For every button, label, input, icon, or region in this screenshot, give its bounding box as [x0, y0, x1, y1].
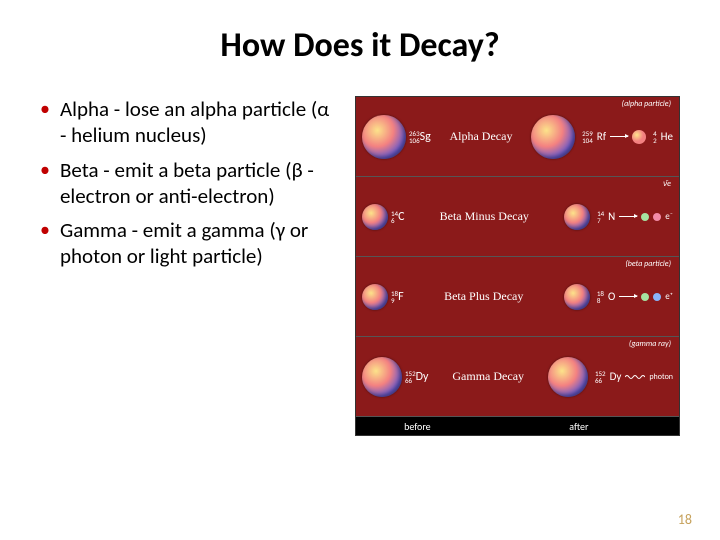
decay-type-label: Alpha Decay	[431, 130, 531, 143]
isotope-label: 18 9	[391, 290, 398, 304]
bullet-text: Alpha - lose an alpha particle (α - heli…	[60, 96, 340, 149]
particle-label: ν̄e	[663, 179, 671, 189]
isotope-label: 18 8	[597, 290, 604, 304]
diagram-footer: before after	[356, 417, 679, 435]
emit-label: e⁻	[665, 211, 673, 222]
element-symbol: Rf	[597, 130, 606, 143]
nucleus-icon	[531, 115, 575, 159]
atomic-number: 2	[653, 137, 657, 144]
list-item: • Alpha - lose an alpha particle (α - he…	[40, 96, 340, 149]
particle-label: (beta particle)	[625, 259, 671, 269]
element-symbol: N	[608, 210, 615, 223]
nucleus-icon	[362, 204, 388, 230]
gamma-ray-icon	[625, 374, 645, 380]
atomic-number: 66	[595, 377, 606, 384]
nucleus-icon	[564, 284, 590, 310]
atomic-number: 7	[597, 217, 604, 224]
element-symbol: Dy	[610, 370, 622, 383]
arrow-icon	[619, 296, 637, 297]
nucleus-icon	[362, 357, 402, 397]
beta-plus-row: (beta particle) 18 9 F Beta Plus Decay 1…	[356, 257, 679, 337]
atomic-number: 9	[391, 297, 398, 304]
page-number: 18	[678, 511, 692, 528]
decay-diagram: (alpha particle) 263 106 Sg Alpha Decay …	[355, 96, 680, 436]
decay-products: 152 66 Dy photon	[548, 357, 673, 397]
atomic-number: 104	[582, 137, 593, 144]
particle-label: (alpha particle)	[622, 99, 671, 109]
bullet-icon: •	[40, 217, 50, 270]
isotope-label: 14 6	[391, 210, 398, 224]
atomic-number: 106	[409, 137, 420, 144]
neutrino-icon	[641, 213, 649, 221]
decay-products: 259 104 Rf 4 2 He	[531, 115, 673, 159]
atomic-number: 6	[391, 217, 398, 224]
isotope-label: 152 66	[405, 370, 416, 384]
emit-label: photon	[649, 372, 673, 382]
isotope-label: 259 104	[582, 130, 593, 144]
isotope-label: 14 7	[597, 210, 604, 224]
nucleus-icon	[564, 204, 590, 230]
electron-icon	[653, 213, 661, 221]
emit-label: e⁺	[665, 291, 673, 302]
after-label: after	[479, 420, 679, 433]
bullet-icon: •	[40, 96, 50, 149]
decay-type-label: Beta Minus Decay	[405, 210, 565, 223]
alpha-particle-icon	[632, 130, 646, 144]
particle-label: (gamma ray)	[629, 339, 671, 349]
positron-icon	[653, 293, 661, 301]
nucleus-icon	[548, 357, 588, 397]
nucleus-icon	[362, 115, 406, 159]
element-symbol: He	[661, 130, 673, 143]
element-symbol: Sg	[420, 130, 431, 144]
element-symbol: Dy	[416, 370, 429, 384]
slide: How Does it Decay? • Alpha - lose an alp…	[0, 0, 720, 540]
arrow-icon	[610, 136, 628, 137]
isotope-label: 4 2	[653, 130, 657, 144]
gamma-decay-row: (gamma ray) 152 66 Dy Gamma Decay 152 66…	[356, 337, 679, 417]
bullet-text: Beta - emit a beta particle (β - electro…	[60, 157, 340, 210]
isotope-label: 263 106	[409, 130, 420, 144]
bullet-icon: •	[40, 157, 50, 210]
atomic-number: 66	[405, 377, 416, 384]
decay-type-label: Beta Plus Decay	[404, 290, 564, 303]
beta-minus-row: ν̄e 14 6 C Beta Minus Decay 14 7 N	[356, 177, 679, 257]
isotope-label: 152 66	[595, 370, 606, 384]
decay-products: 18 8 O e⁺	[564, 284, 673, 310]
arrow-icon	[619, 216, 637, 217]
nucleus-icon	[362, 284, 388, 310]
bullet-text: Gamma - emit a gamma (γ or photon or lig…	[60, 217, 340, 270]
decay-type-label: Gamma Decay	[428, 370, 547, 383]
decay-products: 14 7 N e⁻	[564, 204, 673, 230]
atomic-number: 8	[597, 297, 604, 304]
element-symbol: O	[608, 290, 615, 303]
list-item: • Gamma - emit a gamma (γ or photon or l…	[40, 217, 340, 270]
list-item: • Beta - emit a beta particle (β - elect…	[40, 157, 340, 210]
page-title: How Does it Decay?	[40, 25, 680, 66]
neutrino-icon	[641, 293, 649, 301]
alpha-decay-row: (alpha particle) 263 106 Sg Alpha Decay …	[356, 97, 679, 177]
content-area: • Alpha - lose an alpha particle (α - he…	[40, 96, 680, 436]
before-label: before	[356, 420, 479, 433]
bullet-list: • Alpha - lose an alpha particle (α - he…	[40, 96, 340, 436]
